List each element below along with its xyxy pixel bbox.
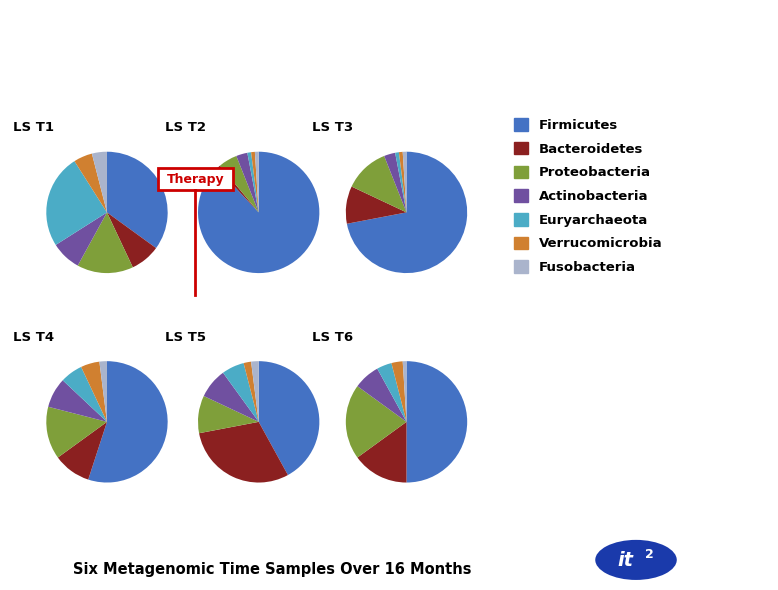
- Wedge shape: [247, 152, 258, 212]
- Wedge shape: [75, 153, 107, 212]
- Wedge shape: [347, 152, 467, 273]
- Wedge shape: [100, 361, 107, 422]
- Text: it: it: [617, 552, 633, 571]
- Wedge shape: [403, 152, 407, 212]
- Wedge shape: [81, 362, 107, 422]
- Text: LS T3: LS T3: [313, 122, 353, 135]
- Wedge shape: [48, 381, 107, 422]
- Wedge shape: [217, 166, 258, 212]
- Wedge shape: [198, 152, 319, 273]
- Wedge shape: [47, 161, 107, 245]
- Wedge shape: [255, 152, 258, 212]
- Wedge shape: [220, 156, 258, 212]
- Wedge shape: [352, 156, 406, 212]
- Wedge shape: [357, 369, 406, 422]
- Wedge shape: [345, 386, 406, 457]
- Text: Time Series Reveals Autoimmune Dynamics
of Gut Microbiome by Phyla: Time Series Reveals Autoimmune Dynamics …: [114, 20, 664, 65]
- Wedge shape: [107, 212, 156, 267]
- Wedge shape: [403, 361, 407, 422]
- Text: LS T1: LS T1: [13, 122, 54, 135]
- Text: Six Metagenomic Time Samples Over 16 Months: Six Metagenomic Time Samples Over 16 Mon…: [73, 562, 471, 577]
- Text: LS T2: LS T2: [165, 122, 205, 135]
- Wedge shape: [204, 373, 258, 422]
- Wedge shape: [384, 153, 406, 212]
- Legend: Firmicutes, Bacteroidetes, Proteobacteria, Actinobacteria, Euryarchaeota, Verruc: Firmicutes, Bacteroidetes, Proteobacteri…: [508, 113, 668, 280]
- Wedge shape: [63, 367, 107, 422]
- Wedge shape: [244, 362, 258, 422]
- Text: LS T6: LS T6: [313, 331, 353, 344]
- Wedge shape: [391, 361, 406, 422]
- Wedge shape: [88, 361, 167, 483]
- Wedge shape: [78, 212, 133, 273]
- Wedge shape: [223, 363, 258, 422]
- Wedge shape: [406, 361, 467, 483]
- Wedge shape: [251, 152, 258, 212]
- Text: LS T5: LS T5: [165, 331, 205, 344]
- Wedge shape: [198, 396, 258, 433]
- Text: LS T4: LS T4: [13, 331, 54, 344]
- Wedge shape: [199, 422, 288, 483]
- Wedge shape: [346, 186, 406, 224]
- Wedge shape: [251, 361, 258, 422]
- FancyBboxPatch shape: [158, 168, 233, 190]
- Wedge shape: [92, 152, 107, 212]
- Wedge shape: [399, 152, 406, 212]
- Wedge shape: [56, 212, 107, 266]
- Ellipse shape: [594, 538, 678, 582]
- Wedge shape: [395, 152, 406, 212]
- Wedge shape: [377, 363, 406, 422]
- Wedge shape: [47, 407, 107, 457]
- Wedge shape: [258, 361, 319, 475]
- Text: Therapy: Therapy: [166, 172, 224, 185]
- Wedge shape: [237, 153, 258, 212]
- Wedge shape: [357, 422, 406, 483]
- Wedge shape: [107, 152, 167, 248]
- Text: 2: 2: [645, 548, 654, 560]
- Wedge shape: [58, 422, 107, 480]
